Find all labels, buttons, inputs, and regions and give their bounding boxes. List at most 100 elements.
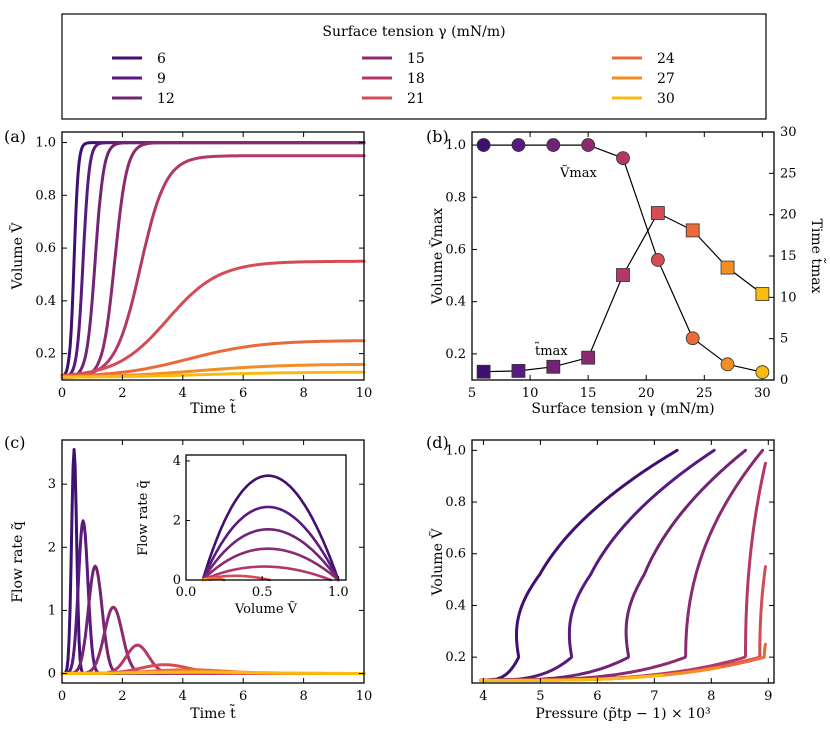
panel-b-tmax-point bbox=[546, 359, 561, 374]
panel-d-series-9 bbox=[479, 448, 716, 682]
inset-series-12 bbox=[201, 527, 340, 582]
panel-d-series-18 bbox=[479, 461, 767, 682]
panel-b-annot-vmax: Ṽmax bbox=[559, 165, 597, 181]
x-tick-label: 8 bbox=[299, 689, 307, 704]
y-right-tick-label: 25 bbox=[780, 166, 797, 181]
y-tick-label: 0 bbox=[48, 667, 56, 682]
panel-b-vmax-point bbox=[546, 138, 561, 152]
panel-tag-a: (a) bbox=[4, 127, 26, 146]
y-right-tick-label: 20 bbox=[780, 208, 797, 223]
panel-a-ylabel: Volume Ṽ bbox=[8, 222, 26, 291]
panel-a: 0 2 4 6 8 10 0.2 0.4 0.6 0.8 1.0 Time t̃ Volume Ṽ bbox=[8, 131, 373, 417]
x-tick-label: 0 bbox=[58, 689, 66, 704]
inset-series-9 bbox=[201, 505, 340, 582]
panel-b-tmax-point bbox=[685, 223, 700, 238]
inset-series-6 bbox=[201, 474, 340, 582]
x-tick-label: 7 bbox=[650, 689, 658, 704]
panel-c-inset: 0.0 0.5 1.0 0 2 4 Volume Ṽ Flow rate q̃ bbox=[136, 454, 349, 617]
panel-b-tmax-point bbox=[755, 287, 770, 301]
inset-x-tick-label: 1.0 bbox=[328, 585, 349, 600]
legend-label-21: 21 bbox=[407, 91, 425, 107]
x-tick-label: 4 bbox=[179, 386, 187, 401]
panel-d-xlabel: Pressure (p̃tp − 1) × 10³ bbox=[535, 706, 710, 722]
y-tick-label: 0.6 bbox=[445, 242, 466, 257]
x-tick-label: 4 bbox=[179, 689, 187, 704]
inset-y-tick-label: 2 bbox=[173, 513, 181, 528]
x-tick-label: 6 bbox=[593, 689, 601, 704]
y-tick-label: 0.4 bbox=[445, 295, 466, 310]
x-tick-label: 8 bbox=[299, 386, 307, 401]
panel-b-tmax-point bbox=[581, 350, 596, 365]
panel-a-series-21 bbox=[60, 259, 366, 377]
panel-d: 4 5 6 7 8 9 0.2 0.4 0.6 0.8 1.0 Pressure (p̃tp − 1… bbox=[428, 439, 775, 722]
panel-d-series-15 bbox=[479, 448, 765, 682]
panel-b-tmax-point bbox=[616, 268, 630, 282]
x-tick-label: 9 bbox=[764, 689, 772, 704]
y-tick-label: 0.6 bbox=[445, 547, 466, 562]
panel-b-vmax-point bbox=[650, 253, 665, 267]
x-tick-label: 6 bbox=[239, 386, 247, 401]
panel-b-vmax-point bbox=[685, 331, 700, 346]
x-tick-label: 6 bbox=[239, 689, 247, 704]
inset-y-tick-label: 4 bbox=[173, 454, 181, 469]
y-tick-label: 0.8 bbox=[445, 495, 466, 510]
inset-xlabel: Volume Ṽ bbox=[234, 601, 298, 617]
y-right-tick-label: 10 bbox=[780, 290, 797, 305]
panel-tag-c: (c) bbox=[4, 433, 25, 452]
y-tick-label: 1.0 bbox=[445, 138, 466, 153]
panel-b: 5 10 15 20 25 30 0.2 0.4 0.6 0.8 1.0 0 5 10 15 20 25 30 Ṽ… bbox=[428, 125, 827, 417]
inset-series-18 bbox=[201, 565, 333, 582]
panel-c: 0 2 4 6 8 10 0 1 2 3 Time t̃ Flow rate q̃ 0.0 0.5 1… bbox=[10, 439, 373, 722]
panel-b-vmax-point bbox=[720, 357, 735, 372]
x-tick-label: 20 bbox=[638, 386, 655, 401]
y-tick-label: 0.8 bbox=[445, 190, 466, 205]
x-tick-label: 30 bbox=[754, 386, 771, 401]
legend-label-30: 30 bbox=[657, 91, 675, 107]
panel-c-series-15 bbox=[60, 605, 366, 675]
panel-b-xlabel: Surface tension γ (mN/m) bbox=[531, 401, 714, 417]
y-right-tick-label: 0 bbox=[780, 373, 788, 388]
legend-label-9: 9 bbox=[157, 71, 166, 87]
x-tick-label: 2 bbox=[118, 689, 126, 704]
panel-a-xlabel: Time t̃ bbox=[190, 398, 236, 417]
x-tick-label: 10 bbox=[356, 386, 373, 401]
x-tick-label: 5 bbox=[468, 386, 476, 401]
legend-title: Surface tension γ (mN/m) bbox=[322, 24, 505, 40]
panel-b-ylabel: Volume Ṽmax bbox=[428, 208, 446, 305]
x-tick-label: 0 bbox=[58, 386, 66, 401]
y-tick-label: 0.2 bbox=[445, 347, 466, 362]
legend-label-24: 24 bbox=[657, 51, 675, 67]
x-tick-label: 15 bbox=[580, 386, 597, 401]
legend-label-12: 12 bbox=[157, 91, 175, 107]
y-tick-label: 0.4 bbox=[445, 598, 466, 613]
panel-a-series-24 bbox=[60, 339, 366, 378]
panel-d-series-6 bbox=[479, 448, 679, 682]
legend-label-15: 15 bbox=[407, 51, 425, 67]
panel-a-series-30 bbox=[60, 370, 366, 379]
panel-b-tmax-point bbox=[720, 260, 735, 275]
panel-b-annot-tmax: t̃max bbox=[534, 342, 568, 359]
inset-series-15 bbox=[201, 547, 340, 582]
y-tick-label: 1.0 bbox=[445, 443, 466, 458]
panel-a-series-18 bbox=[60, 154, 366, 379]
legend-label-6: 6 bbox=[157, 51, 166, 67]
legend-label-18: 18 bbox=[407, 71, 425, 87]
y-tick-label: 3 bbox=[48, 477, 56, 492]
legend-box bbox=[61, 13, 767, 120]
panel-b-tmax-point bbox=[511, 364, 526, 378]
x-tick-label: 8 bbox=[707, 689, 715, 704]
x-tick-label: 10 bbox=[356, 689, 373, 704]
x-tick-label: 25 bbox=[696, 386, 713, 401]
panel-b-tmax-point bbox=[650, 206, 665, 220]
y-tick-label: 0.6 bbox=[35, 241, 56, 256]
inset-x-tick-label: 0.5 bbox=[252, 585, 273, 600]
panel-c-xlabel: Time t̃ bbox=[190, 703, 236, 722]
panel-b-vmax-point bbox=[616, 151, 630, 166]
panel-d-series-30 bbox=[479, 673, 664, 682]
panel-b-vmax-point bbox=[755, 365, 770, 380]
panel-b-vmax-point bbox=[581, 138, 596, 152]
y-right-tick-label: 15 bbox=[780, 249, 797, 264]
y-tick-label: 0.8 bbox=[35, 188, 56, 203]
y-tick-label: 0.4 bbox=[35, 294, 56, 309]
